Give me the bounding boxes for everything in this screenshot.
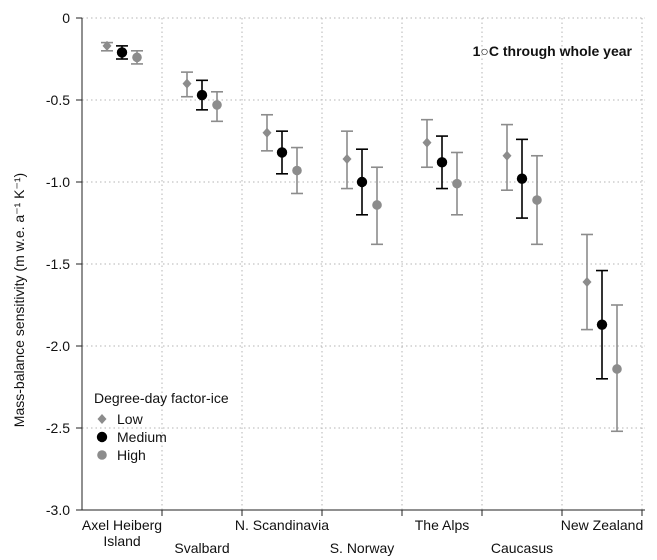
data-point	[276, 147, 288, 158]
data-point	[452, 178, 462, 189]
data-point	[612, 364, 622, 374]
category-label: Axel Heiberg	[82, 517, 162, 533]
category-label: Svalbard	[174, 540, 229, 556]
data-marks	[101, 40, 623, 433]
data-point	[212, 100, 222, 110]
data-point	[596, 319, 608, 330]
y-tick-label: -2.5	[46, 420, 70, 436]
axis-labels: 0 -0.5 -1.0 -1.5 -2.0 -2.5 -3.0 Axel HeibergIsl…	[46, 10, 643, 556]
data-point	[342, 154, 352, 165]
legend-marker	[97, 414, 107, 424]
legend-marker	[97, 450, 107, 460]
category-label: S. Norway	[330, 540, 395, 556]
data-point	[132, 52, 142, 63]
y-tick-label: -3.0	[46, 502, 70, 518]
legend-marker	[96, 431, 108, 443]
legend-title: Degree-day factor-ice	[94, 390, 229, 406]
data-point	[116, 47, 128, 58]
category-label: N. Scandinavia	[235, 517, 329, 533]
grid	[82, 17, 645, 510]
category-label: New Zealand	[561, 517, 644, 533]
legend-label: Medium	[117, 429, 167, 445]
y-tick-label: -1.0	[46, 174, 70, 190]
data-point	[292, 165, 302, 176]
data-point	[262, 127, 272, 138]
data-point	[196, 89, 208, 101]
data-point	[516, 173, 528, 184]
legend-label: Low	[117, 411, 144, 427]
legend-label: High	[117, 447, 146, 463]
y-tick-label: -2.0	[46, 338, 70, 354]
series-medium	[116, 45, 608, 380]
category-label: The Alps	[415, 517, 469, 533]
chart-annotation: 1○C through whole year	[473, 43, 633, 59]
data-point	[502, 150, 512, 161]
data-point	[102, 40, 112, 51]
series-low	[101, 40, 593, 331]
data-point	[356, 176, 368, 188]
data-point	[182, 78, 192, 89]
y-tick-label: -0.5	[46, 92, 70, 108]
y-axis-label: Mass-balance sensitivity (m w.e. a⁻¹ K⁻¹…	[11, 173, 27, 427]
y-tick-label: -1.5	[46, 256, 70, 272]
category-label: Island	[103, 533, 140, 549]
data-point	[422, 137, 432, 148]
category-label: Caucasus	[491, 540, 553, 556]
y-tick-label: 0	[62, 10, 70, 26]
data-point	[436, 157, 448, 168]
data-point	[582, 277, 592, 288]
data-point	[372, 200, 382, 210]
axes	[76, 17, 645, 516]
legend: Degree-day factor-ice Low Medium High	[94, 390, 229, 463]
series-high	[131, 49, 623, 433]
data-point	[532, 195, 542, 205]
